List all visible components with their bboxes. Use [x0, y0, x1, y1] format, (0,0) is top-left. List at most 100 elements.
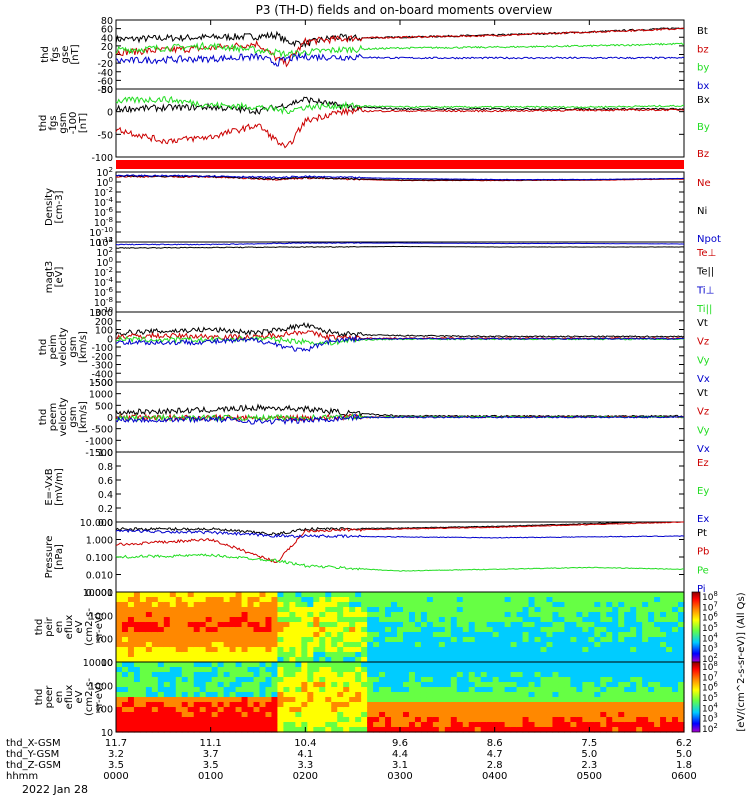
- spectrogram-cell: [265, 622, 273, 628]
- spectrogram-cell: [331, 607, 338, 613]
- spectrogram-cell: [187, 662, 195, 668]
- spectrogram-cell: [361, 602, 368, 608]
- spectrogram-cell: [402, 682, 410, 688]
- spectrogram-cell: [540, 727, 548, 733]
- spectrogram-cell: [337, 682, 344, 688]
- spectrogram-cell: [678, 722, 685, 728]
- spectrogram-cell: [301, 627, 308, 633]
- spectrogram-cell: [283, 677, 290, 683]
- spectrogram-cell: [151, 702, 159, 708]
- panel-peir: thd peir en eflux eV (cm2-s-sr-eV)10000100010…: [34, 588, 718, 669]
- spectrogram-cell: [654, 672, 661, 678]
- x-row-value: 8.6: [487, 738, 503, 749]
- spectrogram-cell: [187, 592, 195, 598]
- spectrogram-cell: [414, 702, 422, 708]
- spectrogram-cell: [474, 647, 482, 653]
- spectrogram-cell: [343, 712, 350, 718]
- spectrogram-cell: [289, 702, 296, 708]
- spectrogram-cell: [462, 707, 470, 713]
- spectrogram-cell: [582, 712, 589, 718]
- spectrogram-cell: [397, 722, 404, 728]
- spectrogram-cell: [307, 677, 314, 683]
- spectrogram-cell: [349, 682, 356, 688]
- spectrogram-cell: [444, 677, 452, 683]
- spectrogram-cell: [420, 717, 428, 723]
- spectrogram-cell: [540, 697, 548, 703]
- spectrogram-cell: [151, 607, 159, 613]
- spectrogram-cell: [444, 707, 452, 713]
- spectrogram-cell: [235, 697, 243, 703]
- spectrogram-cell: [582, 697, 589, 703]
- spectrogram-cell: [504, 692, 512, 698]
- spectrogram-cell: [534, 672, 542, 678]
- spectrogram-cell: [462, 617, 470, 623]
- spectrogram-cell: [516, 707, 524, 713]
- spectrogram-cell: [624, 597, 631, 603]
- spectrogram-cell: [456, 592, 464, 598]
- spectrogram-cell: [253, 672, 261, 678]
- spectrogram-cell: [516, 697, 524, 703]
- spectrogram-cell: [612, 602, 619, 608]
- spectrogram-cell: [642, 627, 649, 633]
- spectrogram-cell: [630, 692, 637, 698]
- spectrogram-cell: [564, 722, 571, 728]
- spectrogram-cell: [606, 682, 613, 688]
- spectrogram-cell: [151, 672, 159, 678]
- spectrogram-cell: [169, 707, 177, 713]
- spectrogram-cell: [181, 622, 189, 628]
- spectrogram-cell: [175, 677, 183, 683]
- spectrogram-cell: [187, 657, 195, 663]
- spectrogram-cell: [193, 702, 201, 708]
- spectrogram-cell: [432, 607, 440, 613]
- spectrogram-cell: [307, 727, 314, 733]
- spectrogram-cell: [181, 717, 189, 723]
- spectrogram-cell: [666, 622, 673, 628]
- spectrogram-cell: [265, 697, 273, 703]
- spectrogram-cell: [426, 657, 434, 663]
- spectrogram-cell: [456, 697, 464, 703]
- spectrogram-cell: [259, 667, 267, 673]
- spectrogram-cell: [379, 647, 386, 653]
- spectrogram-cell: [510, 722, 518, 728]
- spectrogram-cell: [498, 597, 506, 603]
- spectrogram-cell: [337, 697, 344, 703]
- spectrogram-cell: [283, 712, 290, 718]
- spectrogram-cell: [636, 622, 643, 628]
- spectrogram-cell: [361, 622, 368, 628]
- spectrogram-cell: [205, 652, 213, 658]
- spectrogram-cell: [241, 612, 249, 618]
- spectrogram-cell: [678, 632, 685, 638]
- spectrogram-cell: [570, 677, 577, 683]
- spectrogram-cell: [241, 707, 249, 713]
- spectrogram-cell: [468, 682, 476, 688]
- spectrogram-cell: [379, 727, 386, 733]
- spectrogram-cell: [169, 697, 177, 703]
- spectrogram-cell: [468, 647, 476, 653]
- spectrogram-cell: [528, 727, 536, 733]
- spectrogram-cell: [205, 707, 213, 713]
- spectrogram-cell: [271, 717, 279, 723]
- spectrogram-cell: [373, 592, 380, 598]
- spectrogram-cell: [630, 712, 637, 718]
- spectrogram-cell: [516, 632, 524, 638]
- spectrogram-cell: [361, 682, 368, 688]
- spectrogram-cell: [642, 722, 649, 728]
- spectrogram-cell: [121, 612, 129, 618]
- spectrogram-cell: [426, 717, 434, 723]
- spectrogram-cell: [169, 607, 177, 613]
- spectrogram-cell: [456, 617, 464, 623]
- spectrogram-cell: [259, 722, 267, 728]
- spectrogram-cell: [283, 637, 290, 643]
- spectrogram-cell: [414, 677, 422, 683]
- spectrogram-cell: [259, 682, 267, 688]
- spectrogram-cell: [283, 617, 290, 623]
- spectrogram-cell: [145, 632, 153, 638]
- spectrogram-cell: [151, 722, 159, 728]
- spectrogram-cell: [492, 622, 500, 628]
- spectrogram-cell: [654, 612, 661, 618]
- spectrogram-cell: [618, 637, 625, 643]
- spectrogram-cell: [313, 592, 320, 598]
- spectrogram-cell: [379, 717, 386, 723]
- spectrogram-cell: [654, 602, 661, 608]
- spectrogram-cell: [672, 592, 679, 598]
